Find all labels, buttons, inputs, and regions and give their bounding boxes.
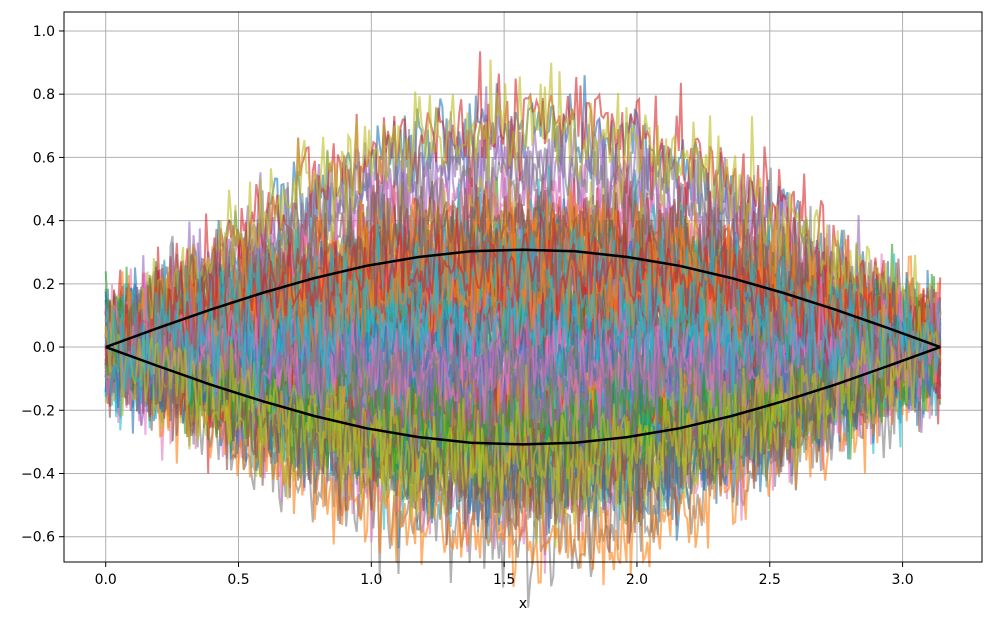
lower-envelope-line bbox=[105, 345, 941, 446]
envelope-lines bbox=[105, 248, 941, 446]
plot-frame bbox=[63, 11, 983, 563]
x-axis-label: x bbox=[519, 596, 527, 612]
x-tick-label: 2.0 bbox=[626, 572, 648, 588]
y-tick-label: −0.2 bbox=[21, 403, 55, 419]
y-tick-label: −0.4 bbox=[21, 466, 55, 482]
sample-line bbox=[104, 300, 942, 515]
y-tick-label: −0.6 bbox=[21, 530, 55, 546]
y-tick-label: 1.0 bbox=[33, 24, 55, 40]
y-tick-label: 0.4 bbox=[33, 214, 55, 230]
x-tick-label: 1.5 bbox=[493, 572, 515, 588]
sample-line bbox=[104, 207, 942, 384]
x-tick-label: 0.0 bbox=[95, 572, 117, 588]
x-axis-ticks: 0.0 0.5 1.0 1.5 2.0 2.5 3.0 bbox=[95, 562, 914, 588]
x-tick-label: 1.0 bbox=[360, 572, 382, 588]
x-tick-label: 0.5 bbox=[227, 572, 249, 588]
upper-envelope-line bbox=[105, 248, 941, 349]
noisy-sample-lines bbox=[104, 51, 942, 608]
x-tick-label: 2.5 bbox=[759, 572, 781, 588]
y-tick-label: 0.2 bbox=[33, 277, 55, 293]
sample-line bbox=[104, 250, 941, 409]
y-axis-ticks: −0.6 −0.4 −0.2 0.0 0.2 0.4 0.6 0.8 1.0 bbox=[21, 24, 64, 546]
y-tick-label: 0.8 bbox=[33, 87, 55, 103]
y-tick-label: 0.6 bbox=[33, 150, 55, 166]
y-tick-label: 0.0 bbox=[33, 340, 55, 356]
sample-line bbox=[104, 51, 942, 394]
x-tick-label: 3.0 bbox=[891, 572, 913, 588]
